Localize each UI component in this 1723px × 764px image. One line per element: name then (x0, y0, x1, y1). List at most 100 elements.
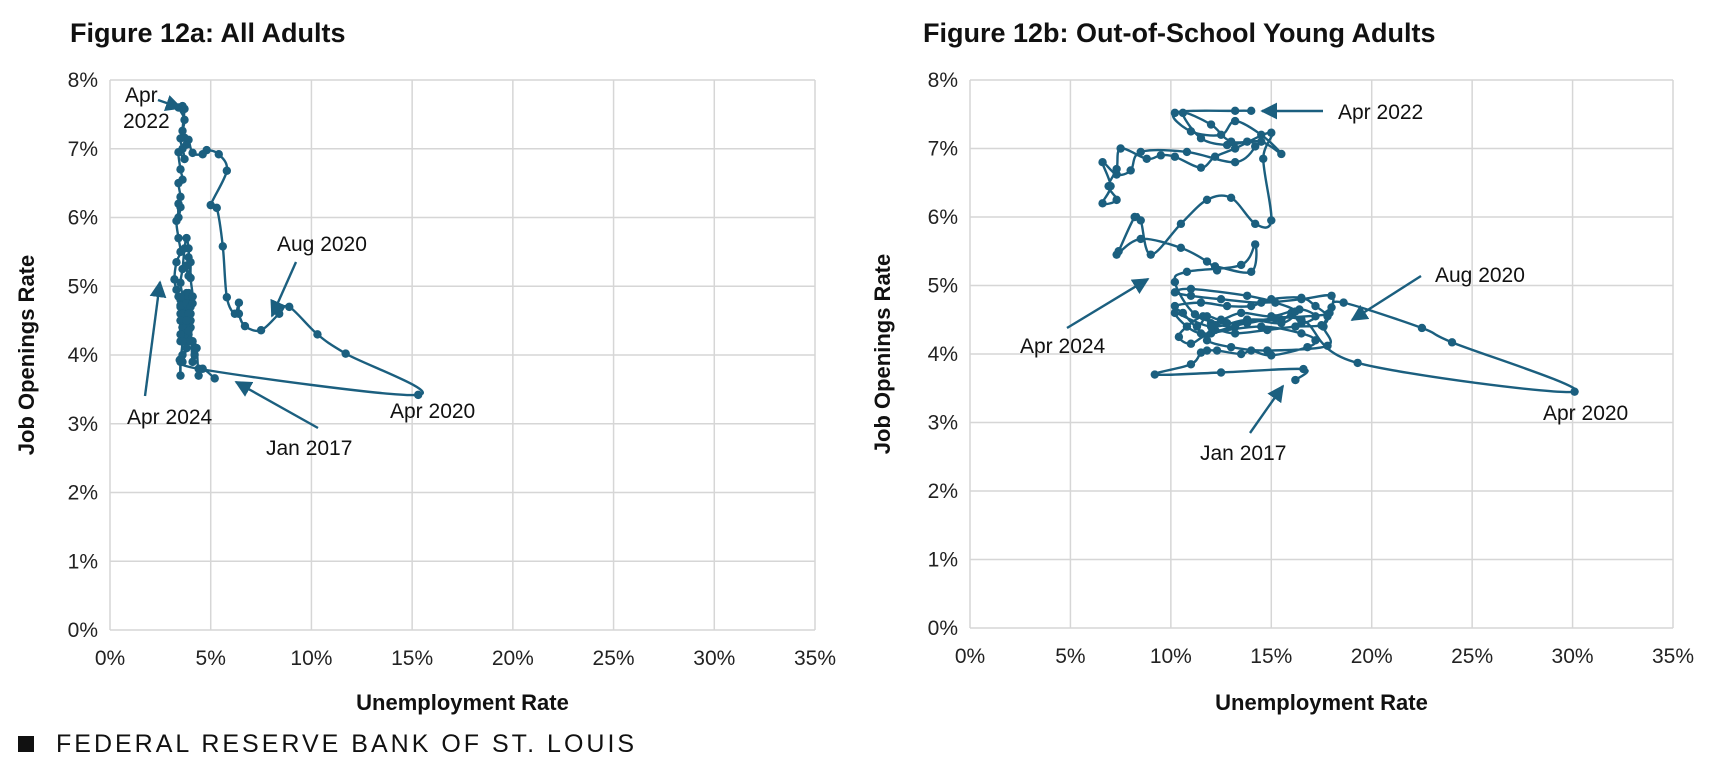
annotation-label: Apr (125, 84, 158, 107)
data-point (172, 285, 181, 294)
data-point (1216, 368, 1226, 377)
data-point (1202, 336, 1212, 345)
data-point (1186, 339, 1196, 348)
x-tick-label: 20% (492, 647, 534, 670)
x-tick-label: 35% (1652, 645, 1694, 668)
data-point (1259, 154, 1268, 163)
data-point (1178, 108, 1188, 118)
y-tick-label: 1% (68, 550, 98, 573)
y-tick-label: 3% (928, 412, 958, 435)
data-point (184, 244, 193, 253)
data-point (1291, 375, 1300, 385)
x-axis-label: Unemployment Rate (1215, 690, 1428, 715)
data-point (1182, 267, 1192, 276)
data-point (1242, 318, 1252, 328)
data-point (176, 357, 185, 367)
data-point (1116, 144, 1125, 153)
data-point (184, 309, 193, 318)
data-point (178, 126, 187, 136)
data-point (1251, 240, 1260, 249)
data-point (1236, 349, 1246, 359)
data-point (1186, 291, 1196, 300)
data-point (192, 343, 201, 353)
data-point (1257, 298, 1266, 307)
data-point (1202, 195, 1212, 205)
data-point (1174, 332, 1184, 342)
x-tick-label: 0% (955, 645, 985, 668)
data-point (1186, 284, 1196, 294)
data-point (1136, 234, 1145, 244)
data-point (1186, 127, 1196, 136)
annotation-label: Apr 2024 (127, 406, 213, 429)
data-point (341, 349, 350, 358)
data-point (1170, 277, 1180, 287)
data-point (188, 299, 197, 308)
data-point (1212, 266, 1222, 275)
data-point (1247, 106, 1256, 116)
data-point (210, 374, 219, 383)
data-point (222, 293, 232, 302)
data-point (1098, 158, 1107, 167)
chart-a: Figure 12a: All Adults 0% 5% 10% 15% 20% 25% 30… (14, 18, 836, 715)
data-point (1263, 325, 1272, 335)
annotation-arrow (143, 280, 167, 397)
data-point (1323, 341, 1332, 350)
data-point (194, 364, 203, 373)
data-point (1182, 322, 1192, 331)
data-point (1311, 336, 1320, 345)
annotation-label: Apr 2020 (1543, 402, 1628, 425)
data-point (1303, 342, 1312, 352)
data-point (206, 200, 215, 210)
data-point (1136, 216, 1145, 225)
data-point (188, 148, 197, 158)
y-tick-label: 0% (928, 617, 958, 640)
annotation-arrow (234, 380, 319, 430)
data-point (178, 309, 187, 318)
data-point (1186, 360, 1196, 369)
y-tick-label: 8% (928, 69, 958, 92)
data-point (214, 150, 223, 159)
data-point (1297, 315, 1306, 324)
data-point (182, 343, 191, 353)
data-point (176, 165, 185, 174)
data-point (182, 233, 191, 243)
y-tick-label: 4% (928, 343, 958, 366)
data-point (1230, 329, 1240, 338)
y-tick-label: 5% (928, 275, 958, 298)
annotation-arrow (157, 95, 183, 111)
data-point (1156, 151, 1166, 160)
data-point (1190, 310, 1200, 319)
data-point (1267, 216, 1276, 225)
data-point (1319, 322, 1328, 331)
data-point (190, 350, 199, 360)
data-point (1170, 108, 1180, 118)
data-point (1291, 322, 1300, 331)
annotation-label: Aug 2020 (277, 233, 367, 256)
data-point (1170, 288, 1180, 297)
data-point (234, 298, 244, 307)
data-point (1236, 260, 1246, 270)
data-point (176, 371, 185, 380)
x-tick-label: 30% (693, 647, 735, 670)
data-point (222, 166, 232, 175)
x-tick-label: 25% (593, 647, 635, 670)
data-point (1263, 346, 1272, 355)
chart-title: Figure 12b: Out-of-School Young Adults (923, 18, 1435, 48)
data-point (1170, 152, 1180, 161)
y-axis-label: Job Openings Rate (870, 254, 895, 454)
data-point (1570, 387, 1579, 396)
y-tick-label: 5% (68, 275, 98, 298)
data-point (1222, 301, 1232, 311)
data-point (174, 233, 183, 243)
data-point (194, 371, 203, 380)
data-point (1230, 158, 1240, 167)
data-point (1327, 291, 1336, 300)
annotation-arrow (1066, 277, 1150, 330)
data-point (186, 257, 195, 267)
data-point (1192, 322, 1202, 331)
x-tick-label: 30% (1552, 645, 1594, 668)
data-point (1251, 219, 1260, 229)
y-tick-label: 2% (68, 482, 98, 505)
x-tick-label: 0% (95, 647, 125, 670)
data-point (1114, 247, 1123, 256)
